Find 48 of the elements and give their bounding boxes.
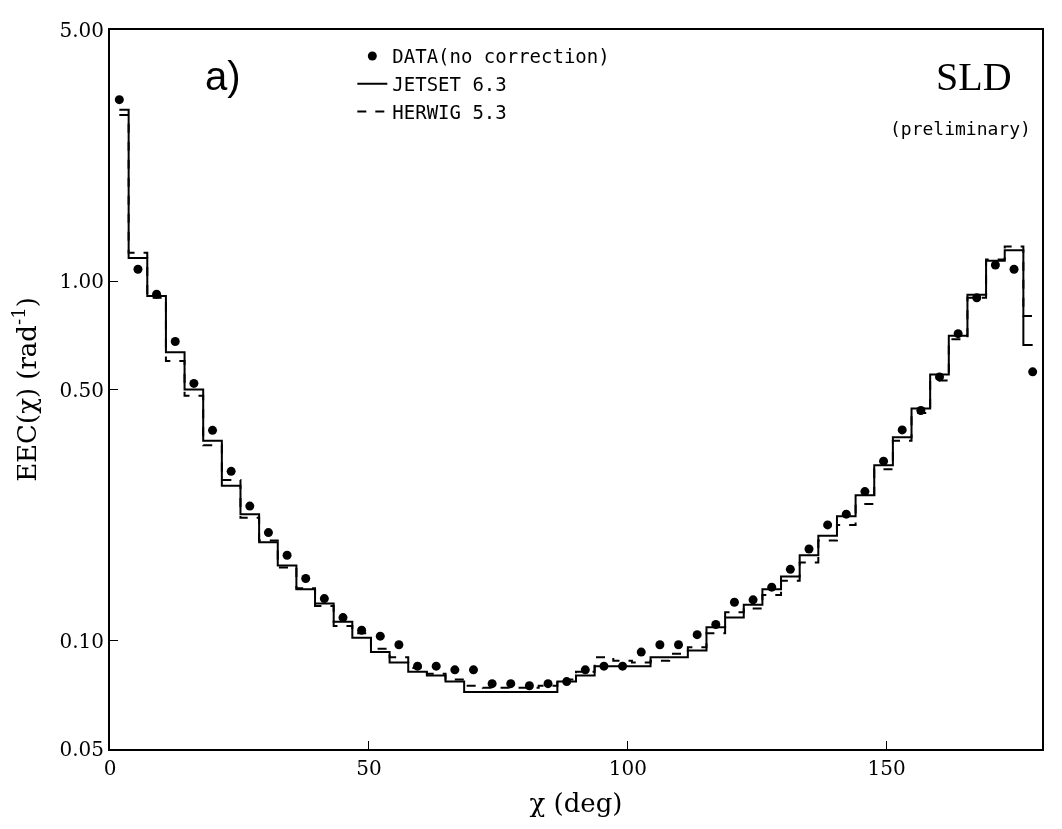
point xyxy=(301,574,311,584)
legend-label: HERWIG 5.3 xyxy=(392,100,507,123)
point xyxy=(804,544,814,554)
point xyxy=(506,679,516,689)
point xyxy=(226,466,236,476)
point xyxy=(263,528,273,538)
y-tick-label: 5.00 xyxy=(59,18,104,42)
x-tick-label: 150 xyxy=(867,756,906,780)
point xyxy=(170,336,180,346)
point xyxy=(282,550,292,560)
point xyxy=(394,640,404,650)
point xyxy=(208,425,218,435)
point xyxy=(785,564,795,574)
x-tick-label: 50 xyxy=(356,756,382,780)
annotation: a) xyxy=(205,54,241,98)
point xyxy=(897,425,907,435)
point xyxy=(487,679,497,689)
x-tick-label: 0 xyxy=(103,756,117,780)
point xyxy=(823,520,833,530)
point xyxy=(189,378,199,388)
point xyxy=(524,681,534,691)
y-tick-label: 1.00 xyxy=(59,269,104,294)
y-tick-label: 0.50 xyxy=(59,377,104,402)
point xyxy=(748,595,758,605)
point xyxy=(543,679,553,689)
point xyxy=(114,95,124,105)
point xyxy=(431,661,441,671)
point xyxy=(1009,264,1019,274)
x-axis-title: χ (deg) xyxy=(529,788,623,819)
point xyxy=(133,264,143,274)
annotation: SLD xyxy=(936,54,1012,99)
point xyxy=(655,640,665,650)
point xyxy=(375,631,385,641)
point xyxy=(450,665,460,675)
point xyxy=(729,597,739,607)
y-tick-label: 0.10 xyxy=(59,628,104,653)
legend-label: JETSET 6.3 xyxy=(392,73,507,96)
legend-label: DATA(no correction) xyxy=(392,45,610,68)
point xyxy=(674,640,684,650)
y-tick-label: 0.05 xyxy=(59,737,104,761)
point xyxy=(692,630,702,640)
point xyxy=(319,594,329,604)
point xyxy=(1028,367,1038,377)
annotation: (preliminary) xyxy=(890,118,1031,139)
x-tick-label: 100 xyxy=(608,756,647,780)
point xyxy=(468,665,478,675)
point xyxy=(245,501,255,511)
point xyxy=(636,647,646,657)
